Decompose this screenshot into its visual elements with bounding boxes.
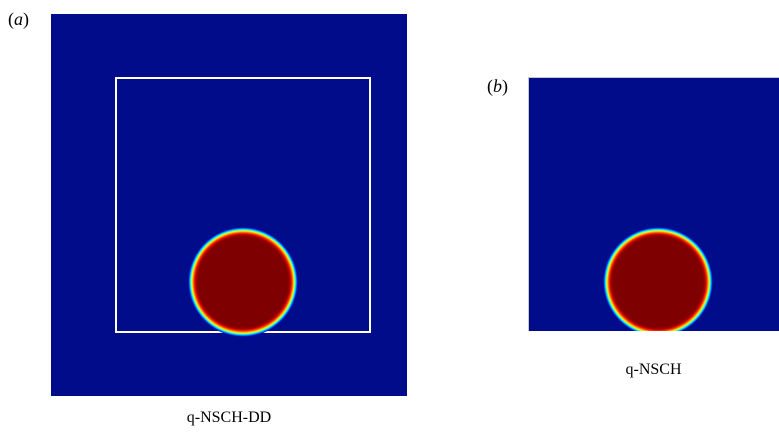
panel-b-phase-field-image [528,77,779,331]
droplet [603,227,713,331]
panel-a-caption: q-NSCH-DD [186,409,272,426]
droplet [188,227,298,337]
panel-b-caption: q-NSCH [625,361,682,378]
panel-a-label: (a) [8,9,29,29]
panel-a-phase-field-image [51,14,407,396]
panel-b-label: (b) [487,76,508,96]
